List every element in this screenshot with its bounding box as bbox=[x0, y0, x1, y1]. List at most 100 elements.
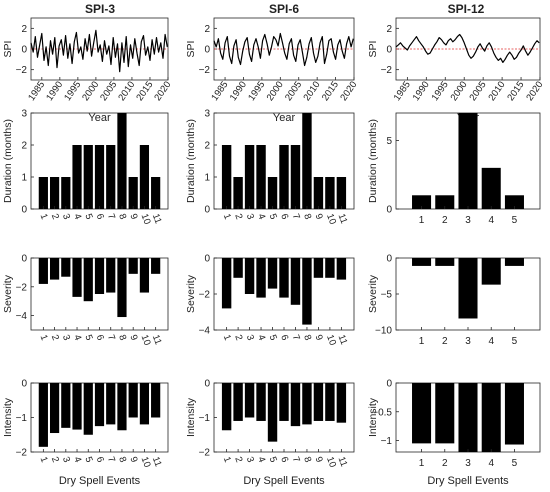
bar-event-9 bbox=[313, 383, 324, 421]
y-tick-label: 0 bbox=[386, 205, 392, 216]
bar-event-1 bbox=[38, 258, 48, 284]
x-axis-label: Year bbox=[273, 112, 296, 124]
bar-event-10 bbox=[139, 383, 150, 425]
bar-event-9 bbox=[313, 177, 324, 209]
x-tick-label: 10 bbox=[324, 212, 338, 226]
bar-event-4 bbox=[481, 167, 501, 209]
x-tick-label: 8 bbox=[116, 455, 128, 464]
bar-event-9 bbox=[128, 383, 138, 418]
y-tick-label: −2 bbox=[16, 65, 28, 76]
bar-event-1 bbox=[221, 383, 232, 431]
y-tick-label: 3 bbox=[21, 109, 27, 120]
y-tick-label: 3 bbox=[204, 109, 210, 120]
x-tick-label: 5 bbox=[82, 333, 94, 342]
x-tick-label: 1 bbox=[38, 333, 50, 342]
y-tick-label: −2 bbox=[199, 65, 211, 76]
x-tick-label: 1 bbox=[38, 455, 50, 464]
x-tick-label: 7 bbox=[290, 333, 302, 342]
x-tick-label: 7 bbox=[105, 212, 117, 221]
y-axis-label: Severity bbox=[367, 274, 379, 313]
x-tick-label: 1 bbox=[419, 458, 425, 469]
bar-event-3 bbox=[244, 258, 255, 294]
x-tick-label: 2 bbox=[49, 455, 61, 464]
x-tick-label: 5 bbox=[82, 212, 94, 221]
bar-event-9 bbox=[128, 177, 138, 209]
x-tick-label: 1 bbox=[221, 212, 233, 221]
bar-event-8 bbox=[302, 383, 312, 425]
bar-event-3 bbox=[244, 145, 255, 209]
y-tick-label: −4 bbox=[199, 326, 211, 337]
x-tick-label: 5 bbox=[267, 212, 279, 221]
bar-event-1 bbox=[412, 258, 432, 266]
x-tick-label: 8 bbox=[116, 333, 128, 342]
bar-event-7 bbox=[290, 258, 301, 305]
column-title-spi6: SPI-6 bbox=[269, 2, 299, 16]
bar-event-6 bbox=[94, 258, 105, 294]
bar-event-4 bbox=[256, 258, 266, 298]
x-tick-label: 8 bbox=[301, 455, 313, 464]
x-tick-label: 7 bbox=[105, 455, 117, 464]
bar-event-2 bbox=[435, 258, 455, 266]
x-tick-label: 2 bbox=[232, 333, 244, 342]
x-tick-label: 10 bbox=[139, 333, 153, 347]
bar-event-2 bbox=[233, 258, 243, 278]
bar-event-10 bbox=[139, 258, 150, 293]
bar-event-2 bbox=[233, 177, 243, 209]
x-tick-label: 9 bbox=[127, 212, 139, 221]
bar-event-10 bbox=[325, 383, 335, 421]
x-tick-label: 5 bbox=[512, 336, 518, 347]
x-tick-label: 6 bbox=[94, 333, 106, 342]
y-tick-label: −1 bbox=[199, 413, 211, 424]
bar-event-11 bbox=[151, 383, 161, 418]
bar-event-1 bbox=[412, 195, 432, 209]
y-tick-label: 0 bbox=[21, 254, 27, 265]
x-tick-label: 10 bbox=[324, 455, 338, 469]
bar-event-4 bbox=[72, 383, 82, 430]
bar-event-8 bbox=[117, 383, 127, 431]
bar-event-7 bbox=[106, 383, 116, 425]
bar-event-2 bbox=[49, 258, 60, 280]
x-tick-label: 9 bbox=[313, 212, 325, 221]
x-tick-label: 4 bbox=[71, 212, 83, 221]
x-tick-label: 9 bbox=[313, 333, 325, 342]
bar-event-4 bbox=[72, 258, 82, 297]
bar-event-4 bbox=[481, 383, 501, 452]
x-tick-label: 11 bbox=[336, 455, 350, 468]
y-tick-label: −1 bbox=[381, 436, 393, 447]
x-tick-label: 6 bbox=[278, 333, 290, 342]
bar-event-4 bbox=[256, 383, 266, 421]
y-axis-label: Intensity bbox=[185, 397, 197, 437]
bar-event-5 bbox=[267, 177, 278, 209]
x-tick-label: 8 bbox=[301, 212, 313, 221]
x-tick-label: 5 bbox=[512, 458, 518, 469]
panel-spi12-severity: −10 −5 0 Severity 1 2 3 4 5 bbox=[367, 254, 541, 347]
bar-event-2 bbox=[435, 383, 455, 444]
y-axis-label: Duration (months) bbox=[2, 119, 14, 203]
x-tick-label: 11 bbox=[336, 333, 350, 346]
x-tick-label: 6 bbox=[278, 212, 290, 221]
y-tick-label: −0.5 bbox=[372, 407, 392, 418]
bar-event-6 bbox=[94, 145, 105, 209]
y-axis-label: Intensity bbox=[2, 397, 14, 437]
bar-event-5 bbox=[504, 195, 524, 209]
bar-event-11 bbox=[151, 177, 161, 209]
bar-event-1 bbox=[221, 258, 232, 309]
x-tick-label: 10 bbox=[139, 455, 153, 469]
x-tick-label: 7 bbox=[290, 455, 302, 464]
bar-event-5 bbox=[267, 383, 278, 442]
y-tick-label: 0 bbox=[386, 254, 392, 265]
spi-series-line bbox=[30, 29, 168, 73]
bar-event-10 bbox=[325, 177, 335, 209]
x-tick-label: 7 bbox=[290, 212, 302, 221]
bar-event-11 bbox=[336, 177, 347, 209]
y-tick-label: −1 bbox=[16, 413, 28, 424]
x-tick-label: 7 bbox=[105, 333, 117, 342]
bar-event-5 bbox=[83, 383, 93, 435]
bar-event-3 bbox=[61, 383, 71, 428]
bar-event-6 bbox=[279, 145, 289, 209]
y-tick-label: 0 bbox=[21, 205, 27, 216]
y-tick-label: 0 bbox=[204, 379, 210, 390]
